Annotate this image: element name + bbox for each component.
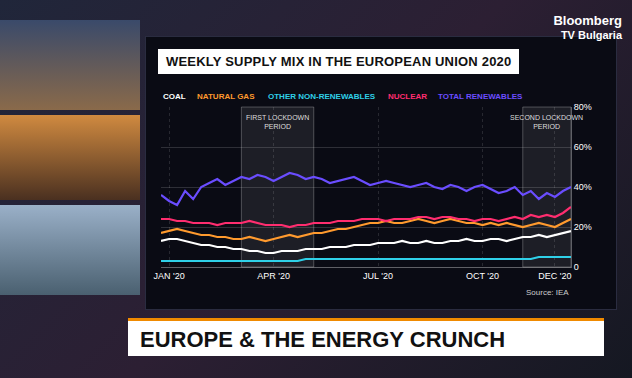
svg-text:80%: 80%: [574, 102, 592, 112]
svg-text:60%: 60%: [574, 142, 592, 152]
svg-text:APR '20: APR '20: [257, 271, 290, 281]
svg-text:40%: 40%: [574, 182, 592, 192]
svg-text:NATURAL GAS: NATURAL GAS: [197, 92, 255, 101]
html-text:EUROPE & THE ENERGY CRUNCH: EUROPE & THE ENERGY CRUNCH: [140, 327, 506, 352]
svg-text:DEC '20: DEC '20: [538, 271, 571, 281]
html-text:Bloomberg: Bloomberg: [553, 13, 622, 28]
svg-text:Source: IEA: Source: IEA: [526, 288, 569, 297]
svg-text:NUCLEAR: NUCLEAR: [388, 92, 427, 101]
svg-text:20%: 20%: [574, 222, 592, 232]
svg-text:SECOND LOCKDOWNPERIOD: SECOND LOCKDOWNPERIOD: [510, 114, 583, 130]
html-text:WEEKLY SUPPLY MIX IN THE EUROP: WEEKLY SUPPLY MIX IN THE EUROPEAN UNION …: [166, 54, 512, 69]
svg-text:FIRST LOCKDOWNPERIOD: FIRST LOCKDOWNPERIOD: [246, 114, 309, 130]
html-text:TV Bulgaria: TV Bulgaria: [560, 29, 622, 41]
svg-text:COAL: COAL: [163, 92, 186, 101]
svg-text:OTHER NON-RENEWABLES: OTHER NON-RENEWABLES: [268, 92, 376, 101]
svg-text:TOTAL RENEWABLES: TOTAL RENEWABLES: [438, 92, 523, 101]
svg-text:OCT '20: OCT '20: [466, 271, 499, 281]
svg-text:0: 0: [574, 262, 579, 272]
svg-text:JUL '20: JUL '20: [363, 271, 393, 281]
svg-text:JAN '20: JAN '20: [153, 271, 184, 281]
